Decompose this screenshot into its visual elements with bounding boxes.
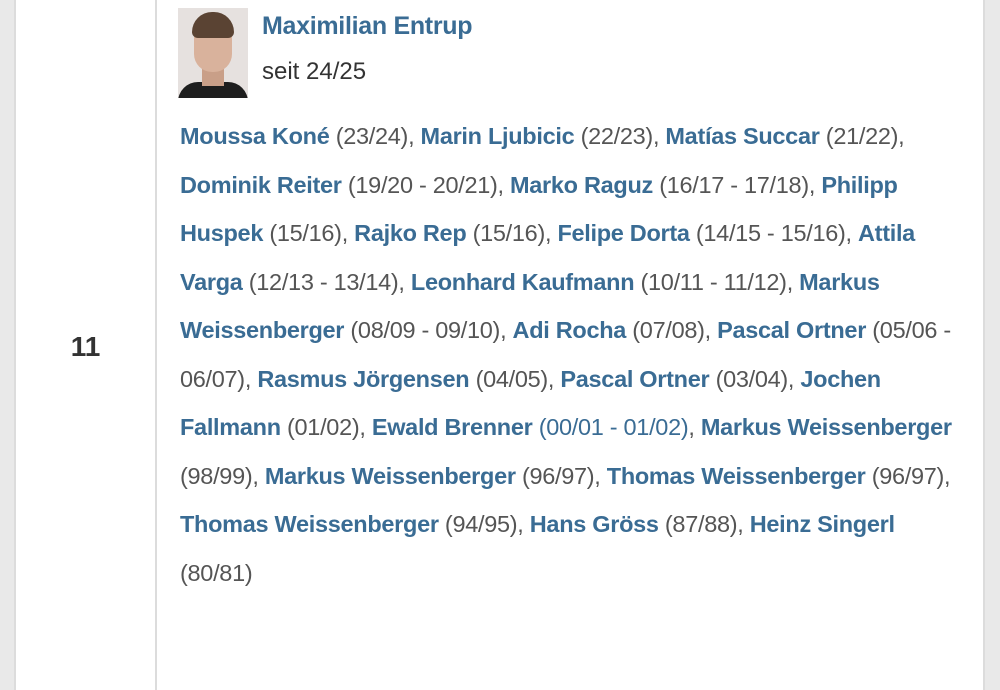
- previous-player-seasons: (04/05): [475, 365, 549, 392]
- previous-player-seasons: (07/08): [632, 317, 705, 343]
- previous-player-link[interactable]: Markus Weissenberger: [180, 268, 880, 344]
- previous-player-seasons: (01/02): [287, 414, 360, 440]
- previous-player-link[interactable]: Markus Weissenberger: [264, 462, 516, 489]
- shirt-number: 11: [70, 331, 101, 362]
- previous-player-seasons: (12/13 - 13/14): [248, 268, 399, 295]
- shirt-number-table-row: 11 Maximilian Entrup seit 24/25 Moussa K…: [14, 0, 985, 690]
- previous-player-seasons: (96/97): [871, 462, 945, 489]
- current-player-since: seit 24/25: [262, 58, 367, 85]
- previous-player-seasons: (21/22): [825, 123, 899, 149]
- previous-player-link[interactable]: Philipp Huspek: [180, 171, 898, 247]
- previous-player-seasons: (22/23): [580, 123, 654, 149]
- previous-player-link[interactable]: Felipe Dorta: [557, 220, 690, 246]
- previous-player-seasons: (96/97): [521, 462, 595, 489]
- previous-player-seasons: (19/20 - 20/21): [347, 171, 498, 198]
- previous-player-seasons: (14/15 - 15/16): [695, 220, 846, 246]
- previous-player-seasons: (15/16): [472, 220, 546, 246]
- previous-player-seasons: (10/11 - 11/12): [640, 268, 787, 295]
- previous-player-link[interactable]: Adi Rocha: [512, 317, 627, 343]
- previous-player-seasons: (98/99): [180, 462, 253, 489]
- previous-player-link[interactable]: Pascal Ortner: [717, 317, 867, 343]
- previous-player-seasons[interactable]: (00/01 - 01/02): [538, 414, 689, 440]
- previous-player-link[interactable]: Marin Ljubicic: [420, 123, 575, 149]
- previous-player-seasons: (23/24): [335, 123, 409, 149]
- player-photo[interactable]: [178, 8, 248, 98]
- previous-player-link[interactable]: Matías Succar: [665, 123, 820, 149]
- previous-player-link[interactable]: Leonhard Kaufmann: [410, 268, 635, 295]
- previous-player-link[interactable]: Pascal Ortner: [560, 365, 710, 392]
- previous-players-list: Moussa Koné (23/24), Marin Ljubicic (22/…: [180, 123, 952, 586]
- previous-player-link[interactable]: Marko Raguz: [510, 171, 653, 198]
- previous-player-seasons: (08/09 - 09/10): [350, 317, 501, 343]
- previous-player-link[interactable]: Attila Varga: [180, 220, 915, 295]
- previous-player-link[interactable]: Rajko Rep: [354, 220, 467, 246]
- previous-player-link[interactable]: Markus Weissenberger: [700, 414, 952, 440]
- previous-player-link[interactable]: Dominik Reiter: [180, 171, 342, 198]
- previous-player-seasons: (15/16): [269, 220, 342, 246]
- previous-player-link[interactable]: Heinz Singerl: [749, 511, 895, 537]
- previous-player-link[interactable]: Thomas Weissenberger: [180, 511, 439, 537]
- previous-player-link[interactable]: Rasmus Jörgensen: [257, 365, 470, 392]
- previous-player-seasons: (87/88): [664, 511, 738, 537]
- previous-player-seasons: (94/95): [444, 511, 518, 537]
- previous-player-link[interactable]: Thomas Weissenberger: [606, 462, 866, 489]
- previous-player-link[interactable]: Jochen Fallmann: [180, 365, 881, 441]
- previous-player-link[interactable]: Ewald Brenner: [371, 414, 533, 440]
- previous-player-link[interactable]: Hans Gröss: [529, 511, 659, 537]
- previous-player-seasons: (03/04): [715, 365, 789, 392]
- number-cell: 11: [16, 0, 157, 690]
- previous-player-seasons: (80/81): [180, 559, 253, 586]
- current-player-link[interactable]: Maximilian Entrup: [262, 12, 473, 40]
- previous-player-seasons: (05/06 - 06/07): [180, 317, 951, 392]
- previous-player-seasons: (16/17 - 17/18): [659, 171, 809, 198]
- previous-player-link[interactable]: Moussa Koné: [180, 123, 330, 149]
